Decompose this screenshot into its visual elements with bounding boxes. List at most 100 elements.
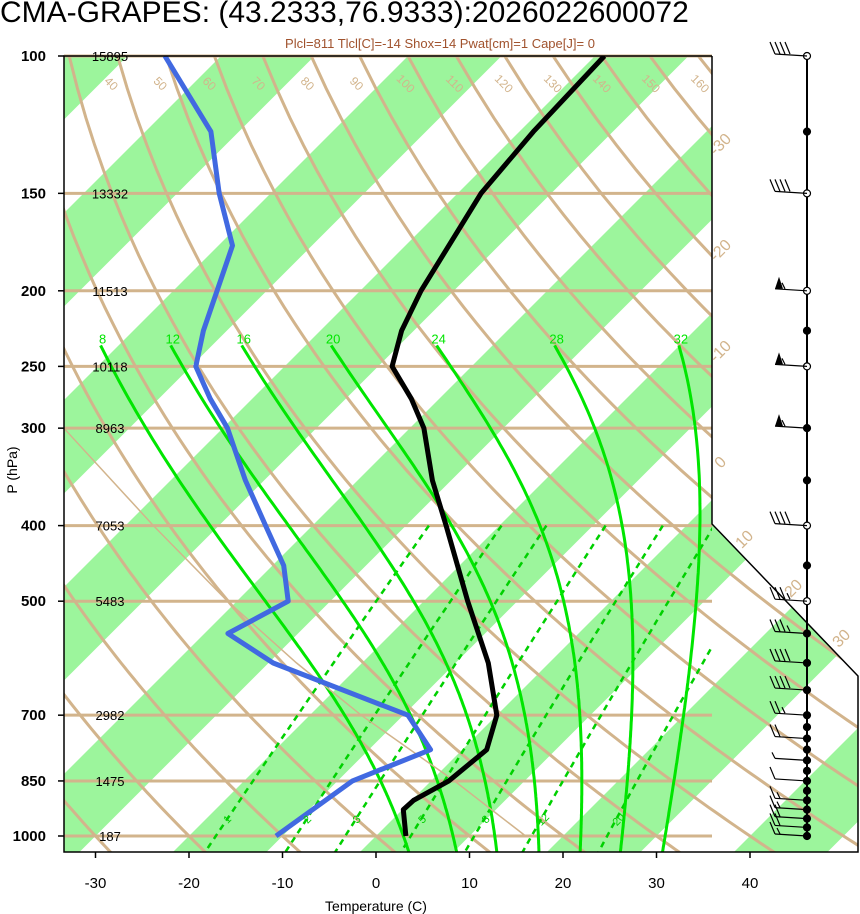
wind-barb-feather [779,648,786,662]
wind-barb-feather [769,804,776,817]
dry-adiabat-label: 50 [151,74,171,94]
wind-barb-feather [769,41,776,55]
wind-barb [774,778,808,782]
dry-adiabat-label: 120 [492,72,516,96]
dry-adiabat [292,56,858,852]
wind-barb-half [781,419,786,427]
wind-barb [774,598,808,602]
wind-barb-feather [779,675,786,689]
isotherm-band [64,56,331,852]
wind-level-dot [802,745,812,754]
temperature-line [389,56,607,837]
height-label: 8963 [96,421,125,436]
dry-adiabat [124,56,858,852]
dry-adiabat [64,56,142,852]
wind-barb-feather [769,586,776,600]
mixing-ratio-line [284,524,503,852]
wind-level-dot [802,561,812,570]
wind-barb [774,630,808,635]
wind-barb-feather [784,648,791,662]
wind-barb-feather [769,786,776,799]
dry-adiabat-label: 160 [688,72,712,96]
height-label: 5483 [96,594,125,609]
wind-barb-half [781,282,786,290]
wind-barb [774,687,808,691]
wind-barb-half [776,801,781,808]
x-tick-label: 20 [555,875,572,892]
parcel-path [64,427,527,837]
chart-subtitle: Plcl=811 Tlcl[C]=-14 Shox=14 Pwat[cm]=1 … [285,36,595,51]
x-axis-title: Temperature (C) [325,898,427,914]
wind-barb-feather [784,511,791,524]
dry-adiabat [64,56,629,852]
x-tick-label: 0 [372,875,380,892]
moist-adiabats [99,344,702,852]
wind-profile [769,41,812,841]
wind-barb [774,797,808,801]
height-label: 13332 [92,186,128,201]
wind-barb-half [786,625,791,632]
y-tick-label: 400 [21,518,46,535]
wind-barb [774,816,808,820]
mixing-ratio-line [203,524,430,852]
dewpoint-line [162,56,434,839]
wind-barb [774,660,808,664]
wind-barb [774,712,808,716]
moist-adiabat-label: 12 [165,331,179,346]
mixing-ratio-line [399,524,607,852]
parcel-line [64,427,527,837]
y-tick-label: 500 [21,593,46,610]
wind-barb-feather [769,648,776,662]
wind-barb-feather [774,804,781,817]
wind-barb-feather [774,700,781,714]
wind-barb-feather [779,179,786,192]
wind-barb-feather [769,700,776,714]
wind-barb [774,833,808,837]
x-tick-label: -20 [178,875,200,892]
height-label: 2982 [96,708,125,723]
moist-adiabat-label: 28 [549,331,563,346]
wind-barb-flag [775,352,783,365]
moist-adiabat-label: 20 [326,331,340,346]
wind-barb-feather [769,766,776,780]
moist-adiabat [240,344,499,852]
wind-barb [774,425,808,429]
isotherm-label: 0 [712,454,730,472]
wind-barb-feather [784,675,791,689]
y-tick-label: 300 [21,420,46,437]
x-tick-label: -10 [272,875,294,892]
wind-barb-feather [769,179,776,192]
isotherm-band [499,56,858,852]
wind-barb-half [776,827,781,835]
wind-barb [774,288,808,292]
x-tick-label: 10 [461,875,478,892]
mixing-ratio-line [333,524,548,852]
y-tick-label: 100 [21,48,46,65]
wind-barb [774,523,808,527]
mixing-ratio-line [597,644,712,852]
wind-barb-feather [769,511,776,524]
page-title: CMA-GRAPES: (43.2333,76.9333):2026022600… [0,0,689,29]
wind-level-dot [802,127,812,136]
wind-level-dot [802,326,812,335]
isotherm-band [64,56,518,852]
height-label: 10118 [92,359,127,374]
wind-barb [774,363,808,367]
height-label: 11513 [92,284,127,299]
dry-adiabat [0,0,44,883]
wind-barb-feather [774,179,781,192]
wind-barb-feather [774,648,781,662]
dry-adiabat [64,56,337,852]
dry-adiabat-label: 80 [298,74,318,94]
wind-barb-feather [779,619,786,632]
wind-barb-flag [775,276,783,289]
y-axis-title: P (hPa) [4,446,20,493]
mixing-ratio-line [521,526,712,852]
dry-adiabat [334,56,858,852]
wind-barb-feather [769,813,776,826]
mixing-ratio-lines [203,524,712,852]
wind-barb-half [771,752,776,759]
wind-barb-feather [769,724,776,737]
isotherm-label: -20 [707,237,735,265]
wind-barb-half [781,706,786,714]
